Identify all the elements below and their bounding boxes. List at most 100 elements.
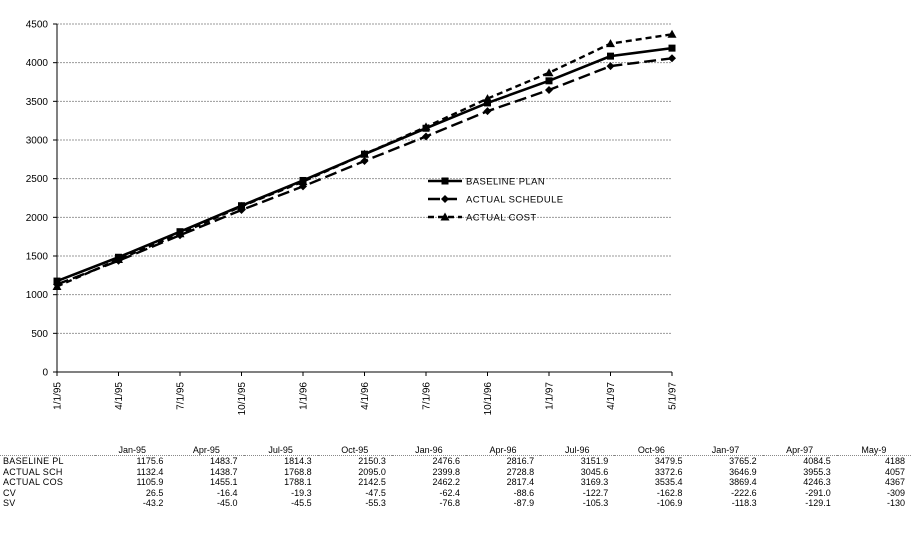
triangle-marker	[52, 281, 62, 290]
table-cell: 4367	[884, 477, 905, 488]
triangle-marker	[421, 122, 431, 131]
y-tick-label: 2000	[26, 213, 49, 224]
table-cell: 1814.3	[284, 456, 312, 467]
column-header: Apr-96	[465, 445, 541, 457]
y-tick-label: 1500	[26, 252, 49, 263]
table-cell: 2476.6	[432, 456, 460, 467]
column-header: Jul-96	[540, 445, 615, 457]
legend-label: BASELINE PLAN	[466, 177, 545, 188]
table-cell: 1455.1	[209, 477, 238, 488]
table-cell: 2462.2	[432, 477, 460, 488]
y-axis-tick-labels: 0 500 1000 1500 2000 2500 3000 3500 4000 4500	[26, 20, 49, 379]
legend-item: ACTUAL SCHEDULE	[428, 195, 564, 206]
table-corner-cell	[0, 445, 96, 457]
table-cell: -105.3	[582, 498, 609, 509]
diamond-marker	[360, 156, 369, 165]
triangle-marker	[606, 39, 615, 48]
legend-label: ACTUAL COST	[466, 213, 537, 224]
table-header-row: Jan-95 Apr-95 Jul-95 Oct-95 Jan-96 Apr-9…	[0, 445, 911, 457]
triangle-marker	[483, 94, 492, 103]
triangle-marker	[360, 149, 369, 158]
diamond-marker	[606, 62, 615, 71]
table-cell: 4188	[884, 456, 905, 467]
square-marker	[668, 44, 676, 52]
legend-label: ACTUAL SCHEDULE	[466, 195, 564, 206]
table-cell: -55.3	[365, 498, 386, 509]
table-cell: -309	[886, 487, 905, 498]
table-cell: -222.6	[731, 487, 757, 498]
diamond-marker	[545, 85, 553, 94]
y-tick-label: 500	[31, 329, 48, 340]
table-cell: 3372.6	[654, 466, 683, 477]
table-cell: 1483.7	[209, 456, 238, 467]
square-marker	[484, 99, 491, 107]
x-axis-tick-labels: 1/1/95 4/1/95 7/1/95 10/1/95 1/1/96 4/1/96 7/1…	[53, 382, 679, 416]
column-header: Jul-95	[243, 445, 318, 457]
diamond-marker	[668, 54, 676, 63]
table-cell: 3869.4	[729, 477, 757, 488]
triangle-marker	[114, 254, 123, 263]
series-diamond	[53, 54, 676, 289]
table-cell: -162.8	[656, 487, 683, 498]
column-header: Oct-96	[614, 445, 689, 457]
table-row: ACTUAL COS 1105.9 1455.1 1788.1 2142.5 2…	[0, 477, 911, 487]
table-cell: 3535.4	[654, 477, 683, 488]
triangle-marker	[440, 212, 450, 221]
triangle-marker	[175, 229, 185, 238]
y-tick-label: 4500	[26, 20, 49, 31]
row-label: CV	[3, 487, 17, 498]
table-cell: -87.9	[513, 498, 535, 509]
x-tick-label: 1/1/97	[545, 382, 556, 410]
x-tick-label: 4/1/97	[606, 382, 617, 410]
column-header: Oct-95	[317, 445, 392, 457]
table-cell: 2142.5	[358, 477, 386, 488]
column-header: Apr-97	[762, 445, 837, 457]
square-marker	[607, 52, 614, 60]
row-label: BASELINE PL	[3, 456, 64, 467]
table-cell: -19.3	[291, 487, 312, 498]
table-cell: 3479.5	[654, 456, 683, 467]
table-row: BASELINE PL 1175.6 1483.7 1814.3 2150.3 …	[0, 456, 911, 467]
x-tick-label: 1/1/96	[299, 382, 310, 410]
table-cell: 3955.3	[803, 466, 831, 477]
triangle-marker	[544, 68, 554, 77]
triangle-marker	[237, 201, 246, 210]
x-tick-label: 7/1/96	[422, 382, 433, 410]
table-cell: 2816.7	[506, 456, 535, 467]
table-cell: 2150.3	[358, 456, 386, 467]
gridlines	[57, 23, 672, 334]
table-cell: 1788.1	[284, 477, 312, 488]
series-lines	[52, 29, 677, 290]
diamond-marker	[441, 195, 449, 203]
axes	[53, 23, 673, 376]
y-tick-label: 1000	[26, 290, 49, 301]
row-label: ACTUAL SCH	[3, 466, 63, 477]
table-cell: -45.0	[217, 498, 238, 509]
table-cell: -62.4	[439, 487, 460, 498]
table-cell: -129.1	[805, 498, 831, 509]
table-cell: -47.5	[365, 487, 386, 498]
y-tick-label: 0	[42, 368, 48, 379]
table-cell: 2728.8	[506, 466, 535, 477]
table-cell: 1175.6	[136, 456, 164, 467]
table-cell: 1438.7	[209, 466, 238, 477]
x-tick-label: 4/1/95	[114, 382, 125, 410]
table-cell: 4057	[884, 466, 905, 477]
x-tick-label: 1/1/95	[53, 382, 64, 410]
table-cell: 3765.2	[729, 456, 757, 467]
y-tick-label: 3500	[26, 97, 49, 108]
table-cell: 1132.4	[136, 466, 164, 477]
column-header: Jan-95	[95, 445, 170, 457]
y-tick-label: 2500	[26, 174, 49, 185]
table-cell: -88.6	[513, 487, 535, 498]
table-cell: 3646.9	[729, 466, 757, 477]
row-label: ACTUAL COS	[3, 477, 64, 488]
line-chart: 0 500 1000 1500 2000 2500 3000 3500 4000 4500 1/1…	[26, 20, 679, 416]
table-row: CV 26.5 -16.4 -19.3 -47.5 -62.4 -88.6 -1…	[0, 488, 911, 498]
table-cell: -130	[886, 498, 905, 509]
legend-item: ACTUAL COST	[428, 212, 537, 224]
table-cell: 4246.3	[803, 477, 831, 488]
square-marker	[545, 77, 553, 85]
table-cell: 26.5	[145, 487, 164, 498]
column-header: May-9	[836, 445, 911, 457]
